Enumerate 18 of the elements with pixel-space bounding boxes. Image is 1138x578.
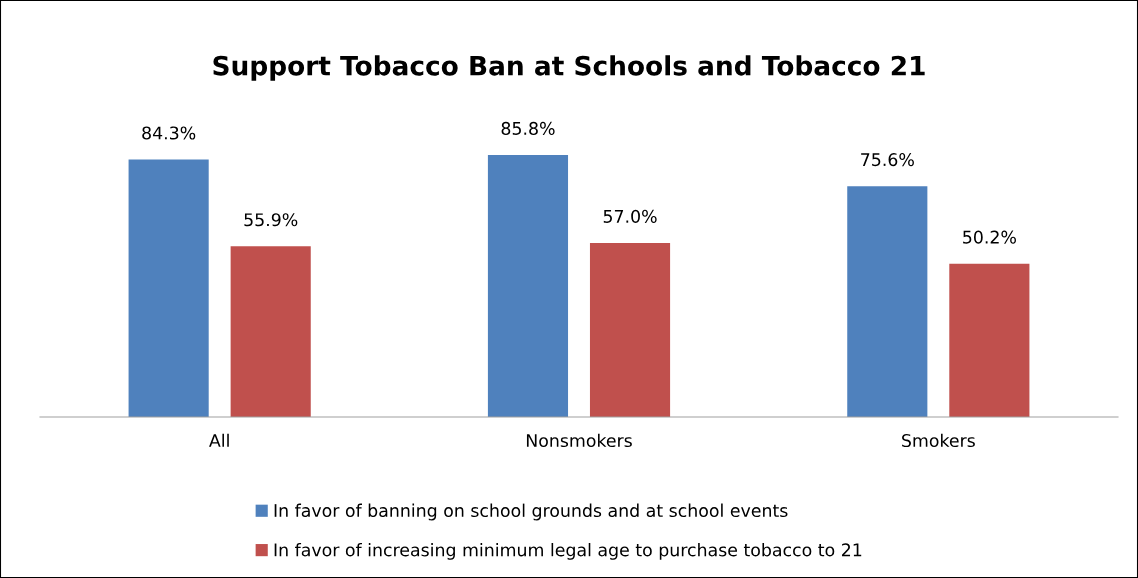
data-label: 84.3%	[142, 126, 196, 140]
x-tick-label: All	[209, 433, 229, 447]
bar	[589, 242, 671, 417]
x-tick-label: Nonsmokers	[526, 433, 632, 448]
x-tick-label: Smokers	[902, 433, 975, 448]
data-label: 55.9%	[244, 213, 298, 227]
data-label: 75.6%	[861, 153, 914, 167]
bar	[487, 155, 569, 417]
bar	[847, 186, 928, 417]
data-label: 85.8%	[501, 121, 555, 135]
chart-title: Support Tobacco Ban at Schools and Tobacco 21	[213, 55, 925, 81]
legend-label: In favor of banning on school grounds and at school events	[274, 503, 788, 521]
bar	[230, 246, 311, 417]
bar	[128, 159, 209, 417]
legend-label: In favor of increasing minimum legal age to purchase tobacco to 21	[274, 543, 862, 560]
data-label: 50.2%	[963, 230, 1016, 244]
bar	[949, 263, 1030, 417]
data-label: 57.0%	[603, 209, 657, 223]
